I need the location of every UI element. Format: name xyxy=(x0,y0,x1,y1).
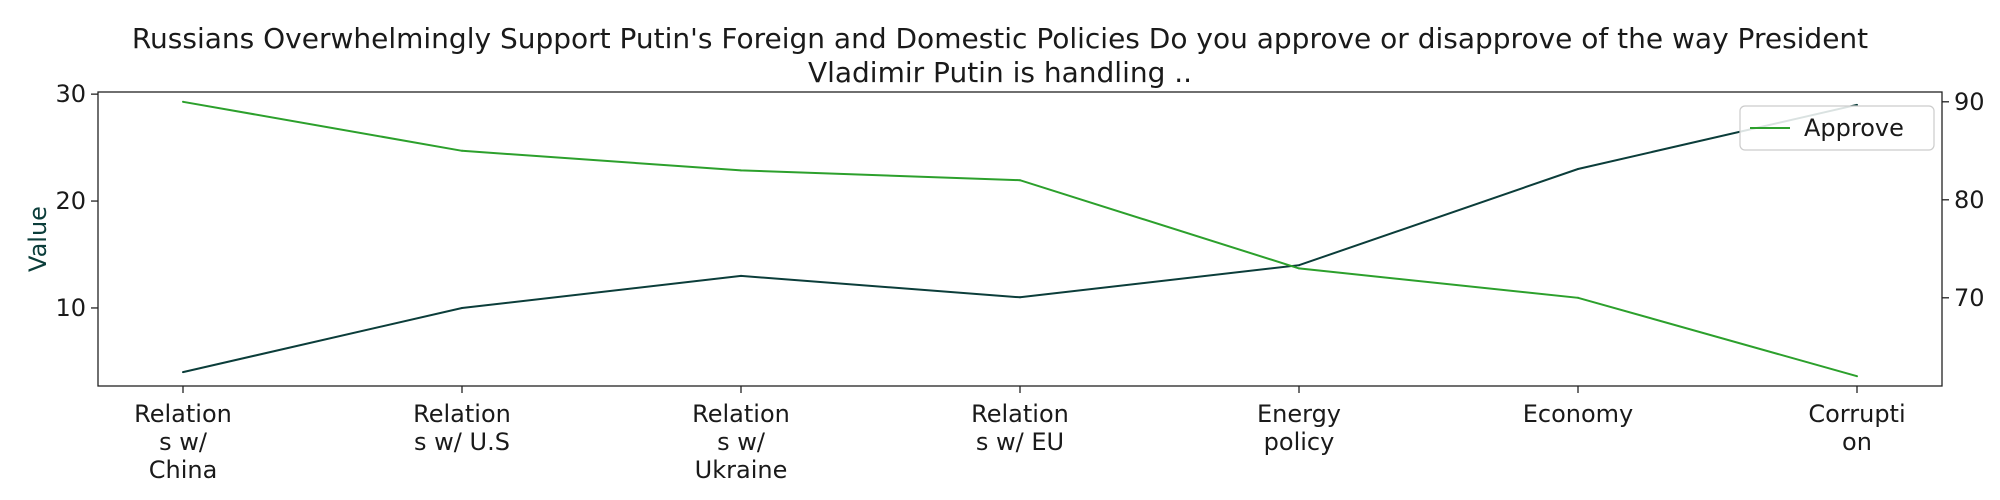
x-tick-label-line: policy xyxy=(1264,428,1335,456)
x-tick-label-line: China xyxy=(149,456,218,484)
y-right-tick-label: 80 xyxy=(1954,186,1985,214)
y-right-tick-label: 90 xyxy=(1954,88,1985,116)
data-point xyxy=(1577,167,1579,170)
data-point xyxy=(1856,103,1858,106)
y-left-tick-label: 30 xyxy=(55,80,86,108)
x-tick-label-line: Relation xyxy=(971,400,1069,428)
left-y-axis: 10 20 30 xyxy=(55,80,98,322)
data-point xyxy=(1856,375,1858,378)
x-tick-label-line: Corrupti xyxy=(1808,400,1905,428)
y-left-tick-label: 10 xyxy=(55,294,86,322)
legend: Approve xyxy=(1739,105,1935,151)
legend-box xyxy=(1739,105,1935,151)
x-tick-label-line: s w/ U.S xyxy=(414,428,510,456)
data-point xyxy=(1019,179,1021,182)
series-layer xyxy=(182,100,1858,378)
x-tick-label-line: Economy xyxy=(1523,400,1634,428)
data-point xyxy=(182,371,184,374)
x-tick-label-line: s w/ EU xyxy=(976,428,1064,456)
legend-label: Approve xyxy=(1804,114,1904,142)
x-tick-label-line: s w/ xyxy=(159,428,208,456)
x-tick-label-line: Energy xyxy=(1257,400,1341,428)
data-point xyxy=(1019,296,1021,299)
x-tick-label-line: Relation xyxy=(413,400,511,428)
data-point xyxy=(1298,267,1300,270)
series-line-2 xyxy=(182,100,1858,378)
x-tick-label-line: Relation xyxy=(692,400,790,428)
data-point xyxy=(1577,296,1579,299)
chart-title-line: Vladimir Putin is handling .. xyxy=(808,56,1192,89)
data-point xyxy=(182,100,184,103)
data-point xyxy=(461,306,463,309)
y-right-tick-label: 70 xyxy=(1954,284,1985,312)
y-axis-label: Value xyxy=(24,206,52,272)
x-tick-label-line: Relation xyxy=(134,400,232,428)
x-tick-label-line: Ukraine xyxy=(695,456,788,484)
data-point xyxy=(740,169,742,172)
data-point xyxy=(461,149,463,152)
right-y-axis: 70 80 90 xyxy=(1942,88,1985,312)
chart-title: Russians Overwhelmingly Support Putin's … xyxy=(132,22,1868,89)
chart-title-line: Russians Overwhelmingly Support Putin's … xyxy=(132,22,1868,55)
y-left-tick-label: 20 xyxy=(55,187,86,215)
x-tick-label-line: on xyxy=(1842,428,1872,456)
x-tick-label: Economy xyxy=(1523,400,1634,428)
data-point xyxy=(1298,264,1300,267)
data-point xyxy=(740,274,742,277)
x-tick-label-line: s w/ xyxy=(717,428,766,456)
